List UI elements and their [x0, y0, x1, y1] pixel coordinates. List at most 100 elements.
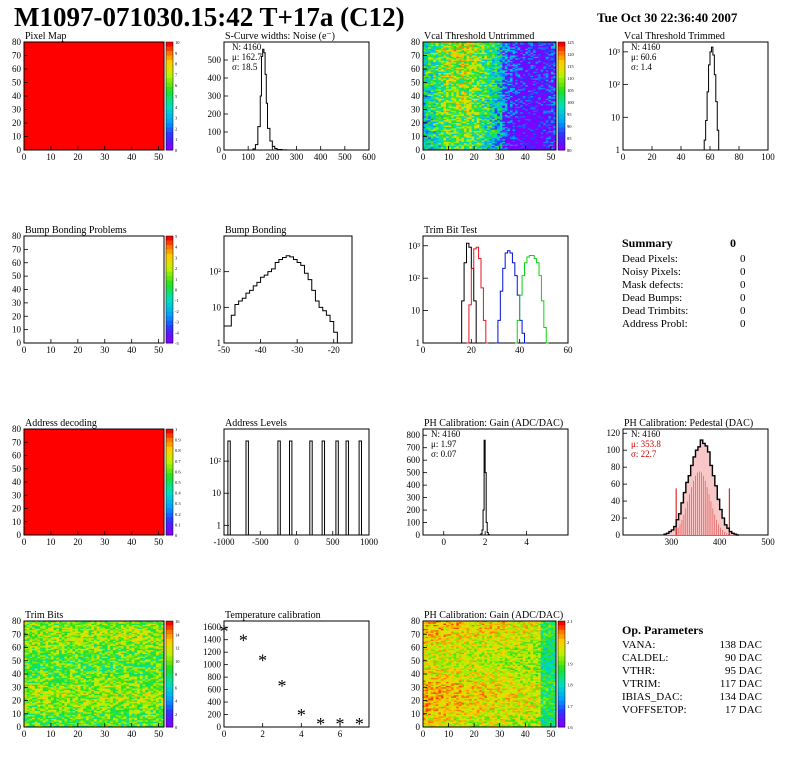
heatmap-cell: [456, 110, 460, 113]
heatmap-cell: [433, 102, 437, 105]
heatmap-cell: [458, 96, 462, 98]
heatmap-cell: [530, 77, 534, 79]
heatmap-cell: [499, 132, 503, 135]
heatmap-cell: [435, 42, 439, 44]
heatmap-cell: [479, 114, 483, 117]
heatmap-cell: [463, 81, 467, 83]
heatmap-cell: [530, 128, 534, 131]
palette-swatch: [166, 504, 173, 509]
heatmap-cell: [492, 67, 496, 70]
heatmap-cell: [489, 140, 493, 143]
heatmap-cell: [484, 90, 488, 93]
heatmap-cell: [525, 91, 529, 94]
heatmap-cell: [517, 140, 521, 143]
heatmap-cell: [545, 71, 549, 74]
x-tick-label: 600: [362, 152, 376, 162]
heatmap-cell: [448, 131, 452, 133]
heatmap-cell: [448, 110, 452, 113]
heatmap-cell: [433, 94, 437, 97]
heatmap-cell: [469, 100, 472, 102]
heatmap-cell: [129, 623, 133, 626]
heatmap-cell: [540, 108, 544, 110]
heatmap-cell: [545, 125, 549, 128]
heatmap-cell: [492, 47, 496, 50]
heatmap-cell: [115, 621, 119, 623]
heatmap-cell: [507, 52, 511, 55]
heatmap-cell: [72, 628, 76, 631]
heatmap-cell: [481, 51, 485, 54]
heatmap-cell: [440, 55, 444, 58]
palette-swatch: [166, 298, 173, 304]
heatmap-cell: [476, 141, 480, 144]
heatmap-cell: [520, 67, 524, 70]
heatmap-cell: [451, 136, 455, 139]
heatmap-cell: [435, 133, 439, 136]
heatmap-cell: [425, 124, 429, 127]
heatmap-cell: [474, 105, 478, 108]
heatmap-cell: [545, 93, 549, 96]
heatmap-cell: [540, 101, 544, 104]
heatmap-cell: [525, 73, 529, 75]
heatmap-cell: [435, 62, 439, 64]
heatmap-cell: [484, 144, 488, 147]
heatmap-cell: [540, 51, 544, 54]
heatmap-cell: [433, 51, 437, 54]
palette-swatch: [166, 293, 173, 299]
heatmap-cell: [527, 106, 531, 109]
heatmap-cell: [497, 96, 501, 98]
heatmap-cell: [463, 86, 467, 89]
heatmap-cell: [543, 64, 547, 67]
heatmap-cell: [471, 129, 475, 132]
heatmap-cell: [474, 116, 478, 118]
heatmap-cell: [469, 89, 472, 91]
heatmap-cell: [458, 132, 462, 135]
heatmap-cell: [461, 145, 465, 148]
heatmap-cell: [512, 116, 516, 118]
heatmap-cell: [440, 81, 444, 83]
palette-swatch: [166, 433, 173, 439]
heatmap-cell: [430, 137, 434, 140]
heatmap-cell: [530, 105, 534, 108]
heatmap-cell: [469, 109, 472, 112]
heatmap-cell: [433, 118, 437, 121]
heatmap-cell: [481, 129, 485, 132]
heatmap-cell: [550, 62, 554, 64]
heatmap-cell: [435, 128, 439, 131]
heatmap-cell: [515, 47, 519, 50]
heatmap-cell: [507, 85, 511, 87]
heatmap-cell: [532, 50, 536, 52]
heatmap-cell: [553, 121, 557, 124]
heatmap-cell: [469, 108, 472, 110]
heatmap-cell: [48, 623, 52, 626]
heatmap-cell: [509, 44, 513, 47]
heatmap-cell: [540, 127, 544, 129]
heatmap-cell: [553, 82, 557, 85]
heatmap-cell: [481, 43, 485, 46]
heatmap-cell: [527, 69, 531, 71]
heatmap-cell: [469, 42, 472, 44]
heatmap-cell: [463, 46, 467, 48]
heatmap-cell: [527, 143, 531, 145]
heatmap-cell: [75, 621, 79, 623]
heatmap-cell: [430, 116, 434, 118]
heatmap-cell: [469, 81, 472, 83]
heatmap-cell: [504, 112, 508, 114]
palette-swatch: [558, 55, 565, 61]
heatmap-cell: [435, 139, 439, 141]
heatmap-cell: [499, 114, 503, 117]
heatmap-cell: [550, 143, 554, 145]
heatmap-cell: [502, 127, 506, 129]
heatmap-cell: [423, 143, 426, 145]
heatmap-cell: [497, 145, 501, 148]
heatmap-cell: [486, 133, 490, 136]
heatmap-cell: [550, 96, 554, 98]
heatmap-cell: [494, 139, 498, 141]
heatmap-cell: [425, 71, 429, 74]
heatmap-cell: [456, 104, 460, 106]
heatmap-cell: [129, 622, 133, 625]
heatmap-cell: [433, 112, 437, 114]
heatmap-cell: [527, 54, 531, 56]
heatmap-cell: [64, 626, 68, 629]
heatmap-cell: [545, 42, 549, 44]
heatmap-cell: [99, 622, 103, 625]
